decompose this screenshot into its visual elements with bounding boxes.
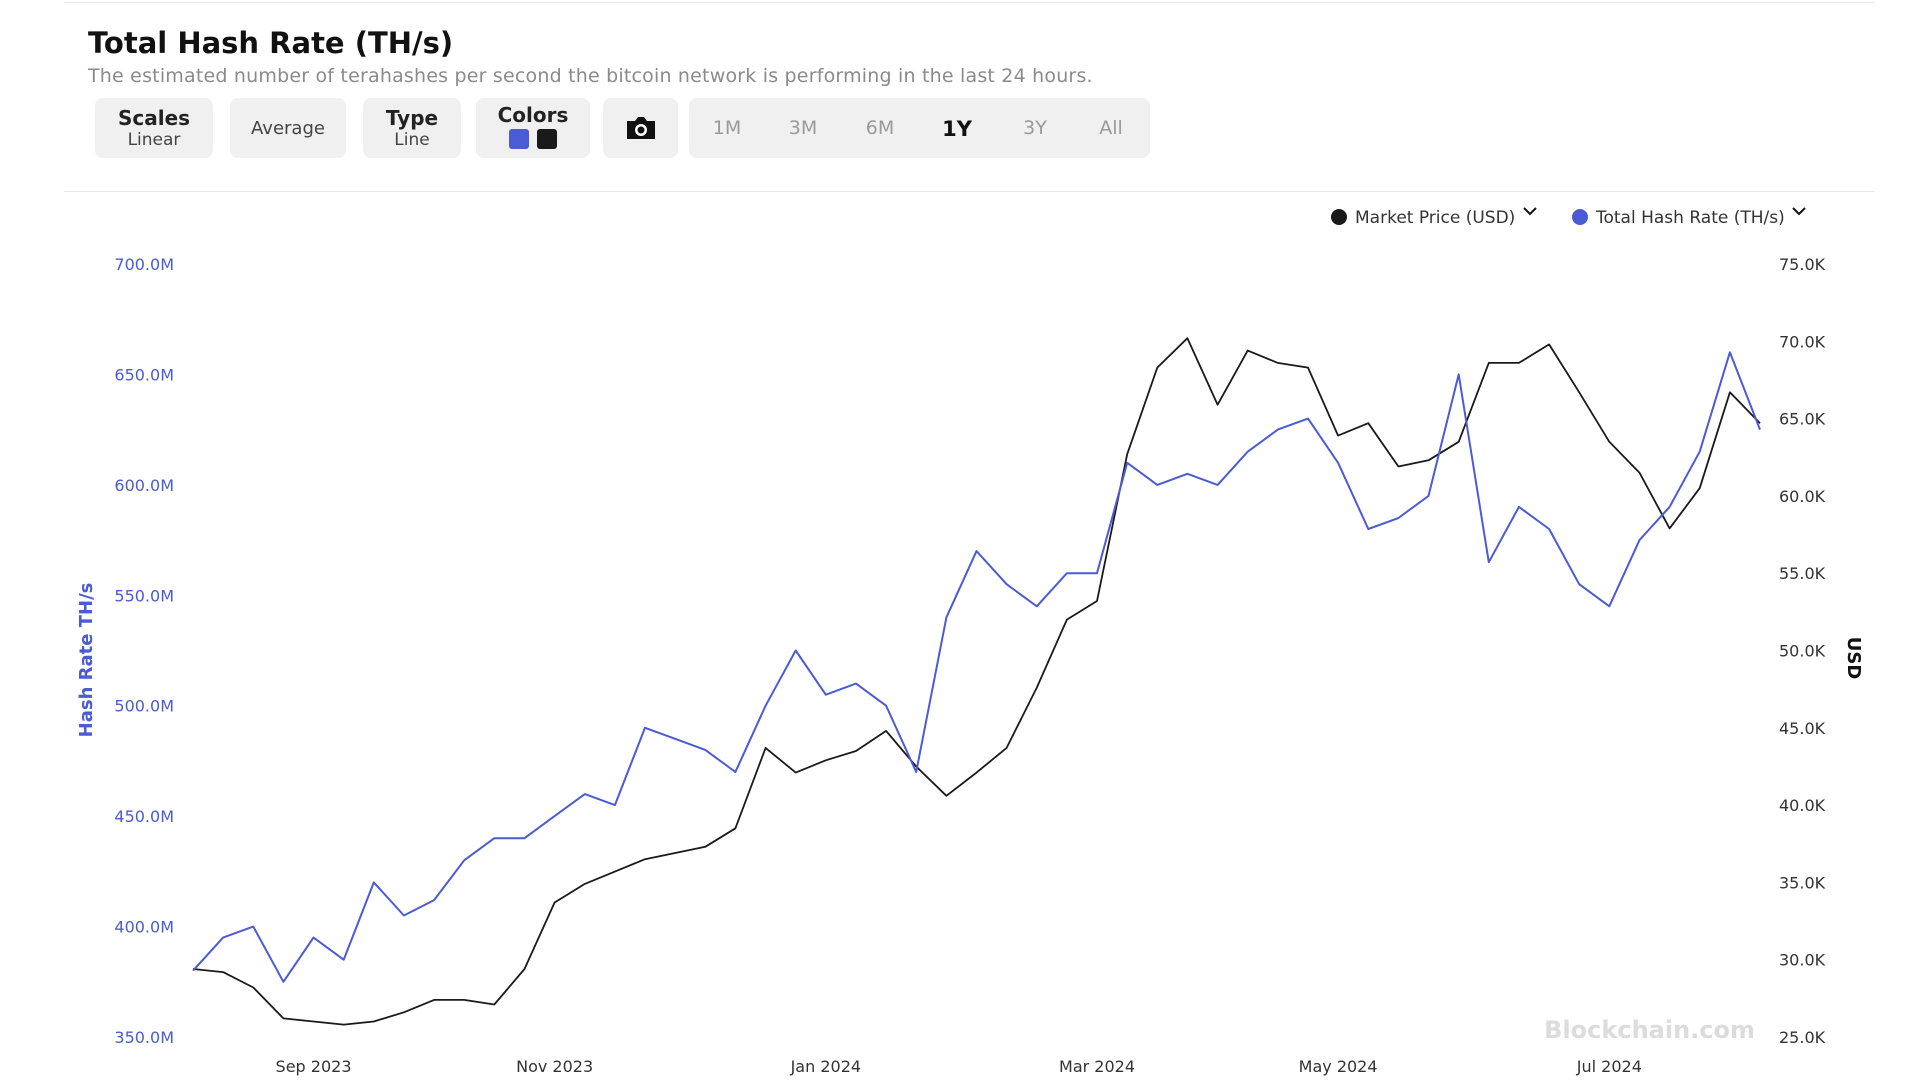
chart-title: Total Hash Rate (TH/s)	[88, 26, 454, 60]
range-option[interactable]: 6M	[865, 117, 895, 139]
watermark: Blockchain.com	[1544, 1016, 1755, 1044]
average-button[interactable]: Average	[230, 98, 346, 158]
button-value: Linear	[127, 130, 181, 150]
x-tick-label: May 2024	[1299, 1057, 1378, 1076]
y-tick-label: 650.0M	[114, 365, 174, 384]
legend-chevron[interactable]	[1792, 207, 1806, 216]
x-tick-label: Jul 2024	[1576, 1057, 1642, 1076]
legend-label[interactable]: Market Price (USD)	[1355, 208, 1515, 228]
range-option[interactable]: 3Y	[1023, 117, 1047, 139]
legend-label[interactable]: Total Hash Rate (TH/s)	[1595, 208, 1785, 228]
y2-tick-label: 55.0K	[1779, 564, 1826, 583]
separator	[64, 2, 1874, 3]
button-value: Line	[394, 130, 430, 150]
y2-tick-label: 70.0K	[1779, 332, 1826, 351]
series-line	[192, 351, 1761, 983]
color-swatch	[537, 129, 557, 149]
camera-icon	[626, 117, 655, 139]
y2-tick-label: 35.0K	[1779, 873, 1826, 892]
camera-button[interactable]	[603, 98, 678, 158]
separator	[64, 191, 1874, 192]
y-tick-label: 500.0M	[114, 697, 174, 716]
y2-tick-label: 65.0K	[1779, 410, 1826, 429]
type-button[interactable]: Type Line	[363, 98, 461, 158]
color-swatch	[509, 129, 529, 149]
series-line	[192, 337, 1761, 1026]
y2-tick-label: 50.0K	[1779, 642, 1826, 661]
range-option[interactable]: All	[1099, 117, 1123, 139]
color-swatches	[505, 127, 561, 153]
button-label: Scales	[117, 106, 191, 130]
y-tick-label: 450.0M	[114, 807, 174, 826]
button-label: Colors	[497, 103, 569, 127]
range-group	[689, 98, 1150, 158]
legend-marker	[1331, 209, 1347, 225]
x-tick-label: Mar 2024	[1059, 1057, 1135, 1076]
y2-tick-label: 25.0K	[1779, 1028, 1826, 1047]
range-option[interactable]: 1M	[712, 117, 742, 139]
x-tick-label: Jan 2024	[790, 1057, 861, 1076]
y-tick-label: 700.0M	[114, 255, 174, 274]
legend-marker	[1572, 209, 1588, 225]
y-tick-label: 400.0M	[114, 918, 174, 937]
y2-tick-label: 60.0K	[1779, 487, 1826, 506]
legend-chevron[interactable]	[1523, 207, 1537, 216]
scales-button[interactable]: Scales Linear	[95, 98, 213, 158]
y-tick-label: 550.0M	[114, 586, 174, 605]
y2-tick-label: 40.0K	[1779, 796, 1826, 815]
colors-button[interactable]: Colors	[476, 98, 590, 158]
x-tick-label: Nov 2023	[516, 1057, 593, 1076]
chart-subtitle: The estimated number of terahashes per s…	[88, 65, 1093, 87]
y2-axis-title: USD	[1843, 637, 1864, 680]
y-axis-title: Hash Rate TH/s	[76, 583, 97, 738]
range-option[interactable]: 1Y	[942, 117, 972, 141]
y-tick-label: 350.0M	[114, 1028, 174, 1047]
y2-tick-label: 45.0K	[1779, 719, 1826, 738]
y2-tick-label: 30.0K	[1779, 951, 1826, 970]
y2-tick-label: 75.0K	[1779, 255, 1826, 274]
x-tick-label: Sep 2023	[276, 1057, 352, 1076]
range-option[interactable]: 3M	[788, 117, 818, 139]
y-tick-label: 600.0M	[114, 476, 174, 495]
button-label: Average	[251, 117, 325, 139]
button-label: Type	[385, 106, 439, 130]
